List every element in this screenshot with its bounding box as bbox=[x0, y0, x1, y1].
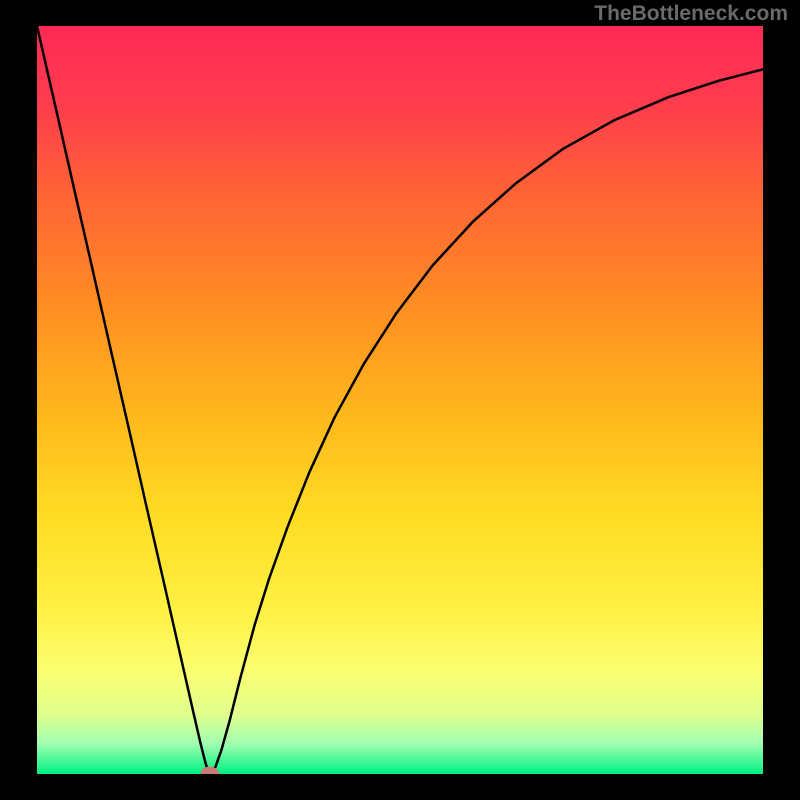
chart-container: TheBottleneck.com bbox=[0, 0, 800, 800]
plot-background bbox=[37, 26, 763, 774]
chart-svg bbox=[0, 0, 800, 800]
